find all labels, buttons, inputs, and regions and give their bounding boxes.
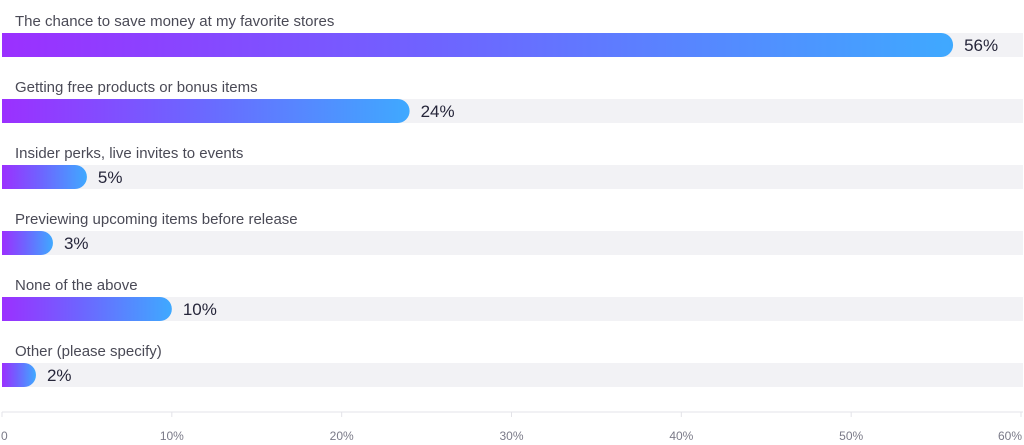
x-tick-labels: 0 10% 20% 30% 40% 50% 60%	[1, 429, 1022, 443]
bar	[2, 231, 53, 255]
category-labels: The chance to save money at my favorite …	[15, 13, 334, 360]
x-tick-label: 0	[1, 429, 8, 443]
x-tick-label: 30%	[499, 429, 523, 443]
bar-tracks	[2, 33, 1023, 387]
bar-track	[2, 231, 1023, 255]
bar-track	[2, 165, 1023, 189]
category-label: The chance to save money at my favorite …	[15, 13, 334, 30]
value-label: 56%	[964, 36, 998, 55]
bars	[2, 33, 954, 387]
x-axis	[1, 411, 1023, 417]
category-label: Insider perks, live invites to events	[15, 145, 243, 162]
bar	[2, 99, 410, 123]
bar	[2, 33, 954, 57]
bar	[2, 297, 172, 321]
value-label: 2%	[47, 366, 72, 385]
bar-track	[2, 297, 1023, 321]
category-label: Previewing upcoming items before release	[15, 211, 298, 228]
category-label: Getting free products or bonus items	[15, 79, 258, 96]
x-tick-label: 40%	[669, 429, 693, 443]
x-tick-label: 20%	[330, 429, 354, 443]
category-label: None of the above	[15, 277, 138, 294]
bar	[2, 165, 87, 189]
category-label: Other (please specify)	[15, 343, 162, 360]
bar-track	[2, 363, 1023, 387]
x-tick-label: 10%	[160, 429, 184, 443]
value-label: 10%	[183, 300, 217, 319]
value-label: 24%	[421, 102, 455, 121]
bar	[2, 363, 36, 387]
value-labels: 56% 24% 5% 3% 10% 2%	[47, 36, 998, 385]
x-tick-label: 50%	[839, 429, 863, 443]
value-label: 5%	[98, 168, 123, 187]
x-tick-label: 60%	[998, 429, 1022, 443]
value-label: 3%	[64, 234, 89, 253]
